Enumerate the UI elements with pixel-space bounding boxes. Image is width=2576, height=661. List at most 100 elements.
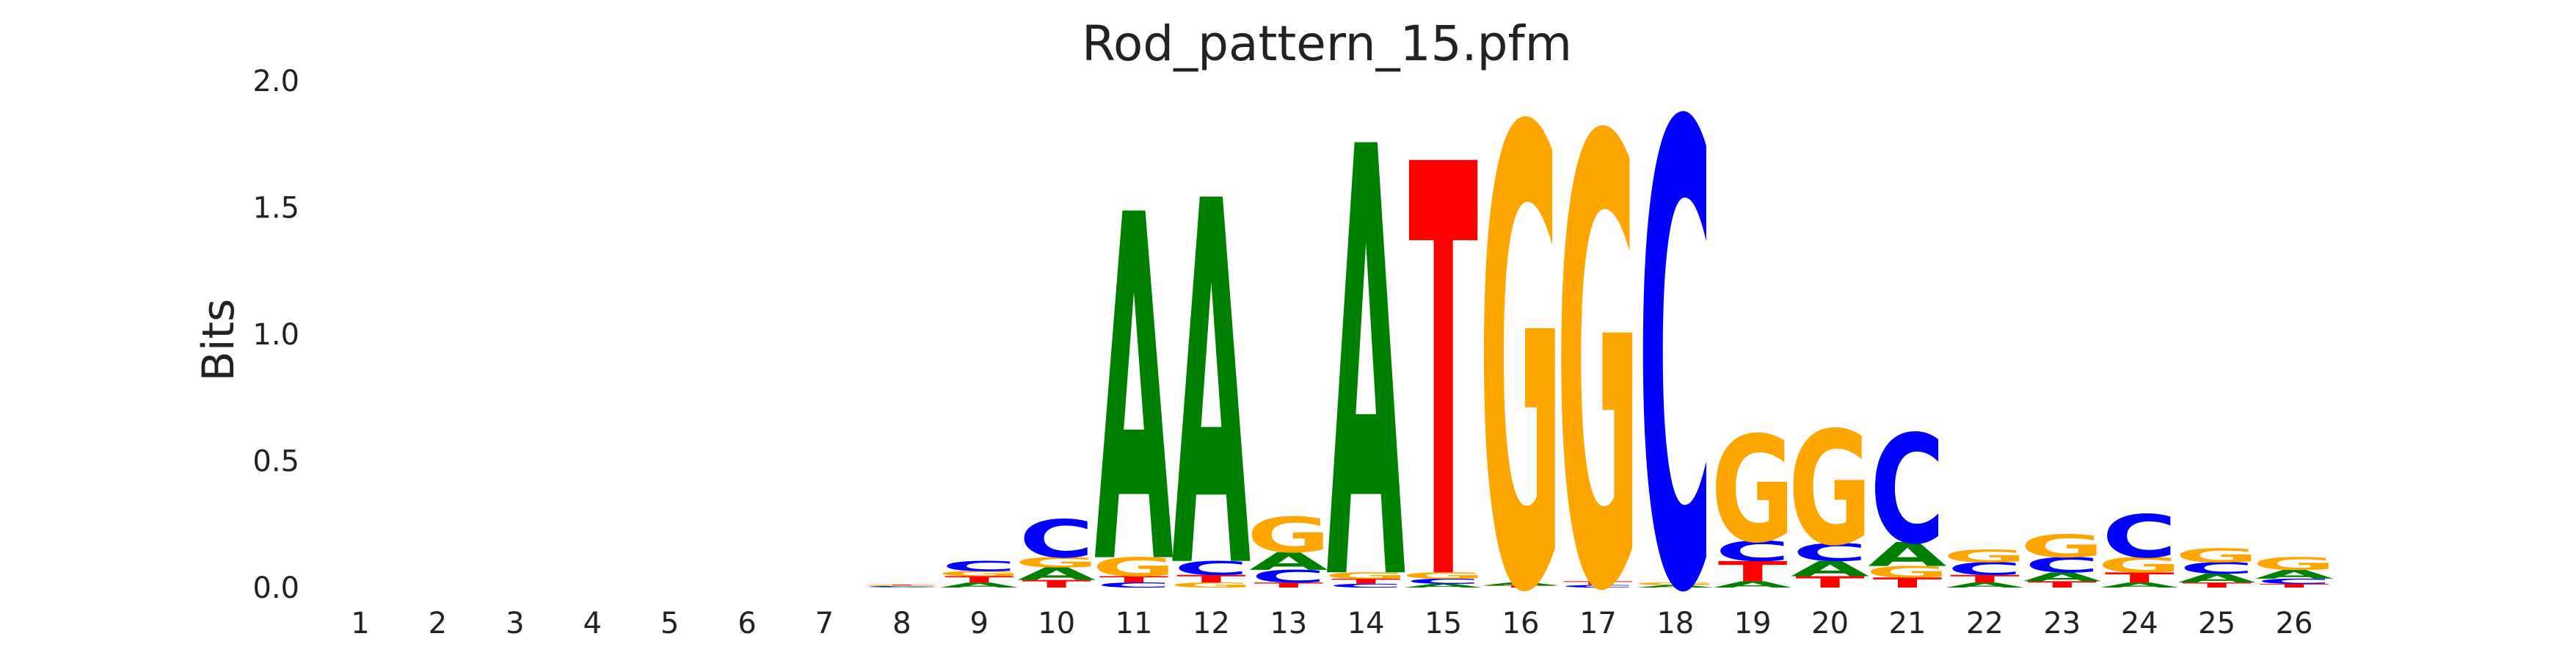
y-axis-label: Bits: [193, 299, 244, 382]
logo-letter-c: C: [1793, 538, 1868, 567]
x-tick-label: 2: [429, 607, 447, 640]
logo-letter-t: T: [1176, 573, 1246, 585]
x-tick-label: 10: [1038, 607, 1075, 640]
logo-letter-t: T: [2027, 579, 2097, 590]
logo-letter-g: G: [1169, 581, 1253, 589]
logo-letter-a: A: [862, 587, 941, 588]
logo-letter-g: G: [1324, 571, 1408, 581]
x-tick-label: 21: [1889, 607, 1926, 640]
logo-letter-c: C: [1019, 510, 1094, 570]
logo-letter-t: T: [2105, 570, 2175, 586]
y-tick-label: 1.0: [252, 318, 299, 352]
logo-letter-a: A: [2100, 581, 2178, 589]
logo-stack: AGC: [1634, 0, 1717, 661]
y-tick-label: 0.0: [252, 571, 299, 605]
logo-stack: TAG: [1479, 0, 1562, 661]
logo-letter-c: C: [1251, 567, 1326, 587]
logo-letter-g: G: [1247, 507, 1331, 563]
logo-letter-a: A: [2255, 568, 2334, 582]
logo-letter-g: G: [1789, 399, 1872, 580]
x-tick-label: 13: [1270, 607, 1307, 640]
logo-letter-a: A: [1713, 579, 1791, 590]
logo-letter-g: G: [2252, 554, 2336, 574]
x-tick-label: 20: [1811, 607, 1849, 640]
logo-letter-c: C: [1406, 577, 1481, 585]
logo-letter-a: A: [1094, 116, 1174, 661]
logo-letter-t: T: [2260, 583, 2329, 589]
logo-letter-g: G: [1943, 546, 2026, 566]
logo-letter-t: T: [867, 585, 936, 586]
logo-letter-g: G: [2020, 529, 2104, 565]
logo-letter-g: G: [1092, 552, 1176, 582]
logo-letter-c: C: [2102, 502, 2177, 571]
logo-letter-c: C: [1870, 404, 1945, 578]
logo-letter-g: G: [860, 585, 944, 587]
x-tick-label: 25: [2198, 607, 2235, 640]
logo-letter-c: C: [1947, 559, 2022, 579]
logo-letter-a: A: [1404, 583, 1482, 589]
x-tick-label: 17: [1579, 607, 1617, 640]
x-tick-label: 9: [969, 607, 988, 640]
logo-letter-a: A: [1636, 585, 1714, 588]
y-tick-label: 2.0: [252, 65, 299, 98]
x-tick-label: 26: [2276, 607, 2313, 640]
logo-letter-a: A: [1868, 535, 1947, 574]
logo-letter-a: A: [1946, 581, 2024, 589]
logo-letter-c: C: [1560, 585, 1635, 588]
x-tick-label: 7: [815, 607, 834, 640]
logo-letter-c: C: [1715, 535, 1790, 568]
x-axis-ticks: 1 2 3 4 5 6 7 8 9 10 11 12 13 14 15 16 17 18 19 20 21 22 23 24 2…: [351, 607, 2313, 640]
logo-letter-g: G: [937, 570, 1021, 578]
logo-letter-c: C: [865, 586, 939, 588]
x-tick-label: 8: [892, 607, 911, 640]
x-tick-label: 3: [506, 607, 524, 640]
logo-letter-c: C: [1328, 583, 1403, 589]
x-tick-label: 22: [1966, 607, 2004, 640]
logo-stack: CTG: [1556, 12, 1640, 661]
logo-letter-c: C: [2180, 560, 2255, 578]
x-tick-label: 16: [1502, 607, 1540, 640]
x-tick-label: 6: [738, 607, 756, 640]
logo-letter-t: T: [1254, 581, 1323, 589]
logo-letter-t: T: [1486, 585, 1556, 588]
x-tick-label: 11: [1116, 607, 1153, 640]
logo-letter-a: A: [1017, 564, 1096, 584]
logo-letter-g: G: [1556, 12, 1640, 661]
logo-letter-a: A: [1172, 97, 1252, 661]
logo-letter-g: G: [1634, 582, 1717, 585]
logo-letter-c: C: [2025, 553, 2100, 577]
y-tick-label: 1.5: [252, 192, 299, 225]
logo-letter-g: G: [1479, 0, 1562, 661]
logo-letter-t: T: [1408, 47, 1478, 661]
logo-letter-g: G: [1711, 406, 1794, 576]
x-tick-label: 5: [661, 607, 679, 640]
logo-letter-c: C: [1174, 557, 1248, 579]
x-tick-label: 12: [1193, 607, 1230, 640]
x-tick-label: 14: [1347, 607, 1385, 640]
logo-letter-c: C: [942, 558, 1016, 574]
logo-letter-a: A: [2177, 571, 2257, 585]
y-tick-label: 0.5: [252, 445, 299, 479]
logo-letter-t: T: [1950, 573, 2020, 585]
logo-letter-g: G: [2175, 544, 2259, 566]
logo-letter-g: G: [1015, 555, 1099, 571]
logo-letter-t: T: [1795, 574, 1865, 592]
logo-letter-t: T: [1873, 575, 1943, 591]
logo-letter-a: A: [1249, 547, 1328, 576]
logo-letter-a: A: [1481, 582, 1560, 587]
